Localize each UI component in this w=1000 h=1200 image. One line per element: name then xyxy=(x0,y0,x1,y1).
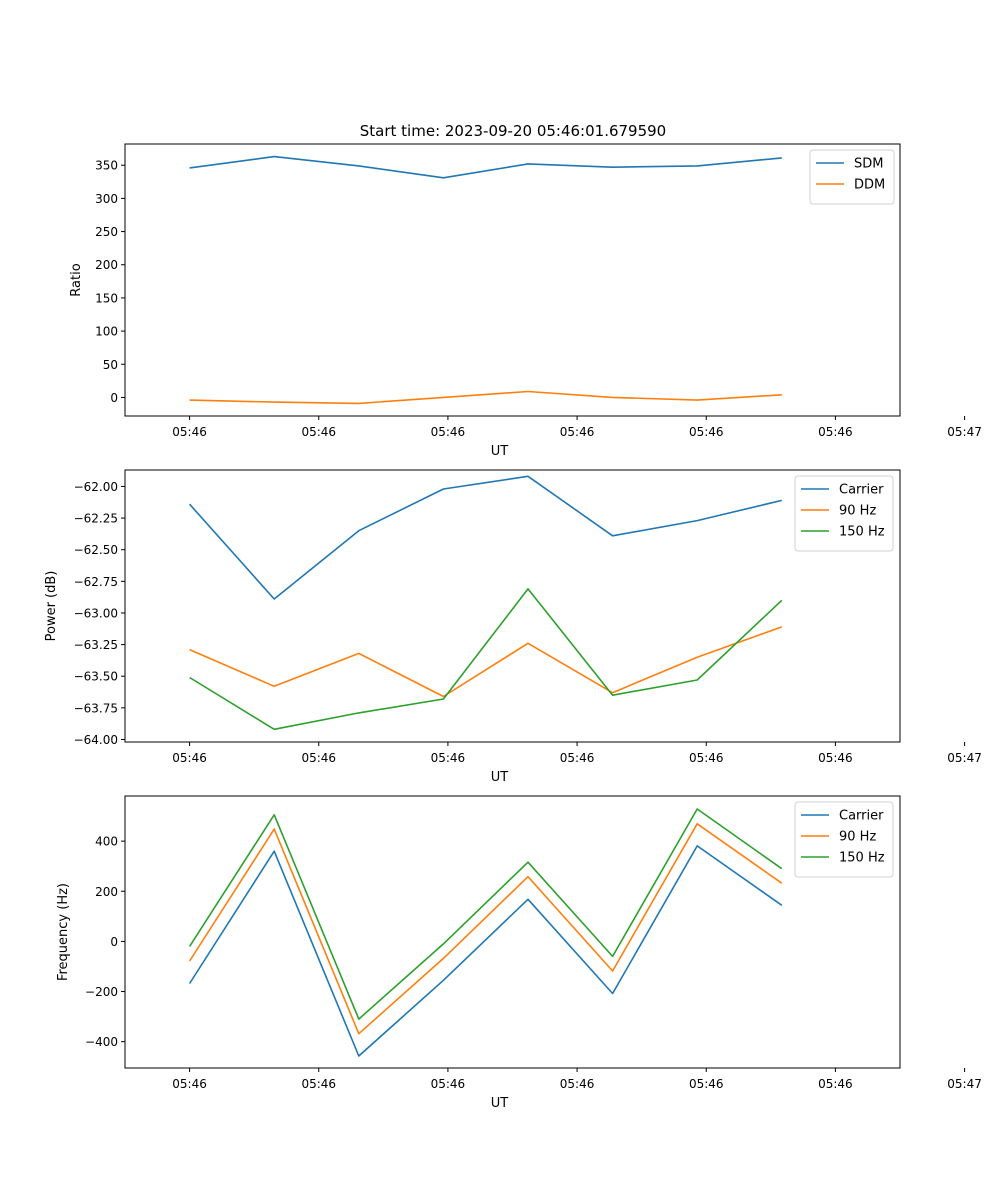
x-tick-label: 05:46 xyxy=(560,1077,595,1091)
x-tick-label: 05:46 xyxy=(431,1077,466,1091)
axes-frame xyxy=(124,143,901,417)
x-tick-label: 05:46 xyxy=(172,1077,207,1091)
x-tick-label: 05:46 xyxy=(818,425,853,439)
series-line-carrier xyxy=(188,845,783,1057)
y-tick-label: −63.50 xyxy=(74,670,118,684)
legend-label-sdm: SDM xyxy=(854,157,883,172)
x-tick-label: 05:46 xyxy=(689,751,724,765)
x-tick-label: 05:47 xyxy=(947,1077,982,1091)
series-line-150-hz xyxy=(188,808,783,1020)
axes-frame xyxy=(124,469,901,743)
series-line-sdm xyxy=(189,155,782,179)
x-tick-label: 05:46 xyxy=(560,751,595,765)
x-tick-label: 05:46 xyxy=(560,425,595,439)
y-tick-label: −200 xyxy=(85,985,118,999)
x-axis-label: UT xyxy=(491,444,509,459)
series-line-carrier xyxy=(189,475,782,600)
y-tick-label: −62.75 xyxy=(74,575,118,589)
y-tick-label: 0 xyxy=(110,935,118,949)
y-tick-label: −64.00 xyxy=(74,733,118,747)
y-tick-label: 50 xyxy=(103,358,118,372)
y-axis-label: Power (dB) xyxy=(44,571,59,642)
x-tick-label: 05:46 xyxy=(818,751,853,765)
y-tick-label: −400 xyxy=(85,1035,118,1049)
chart-panel-2: 05:46 05:46 05:46 05:46 05:46 05:46 05:47 −62.0… xyxy=(44,469,982,785)
y-tick-label: 350 xyxy=(95,159,118,173)
x-tick-label: 05:46 xyxy=(431,425,466,439)
y-tick-label: 250 xyxy=(95,225,118,239)
y-tick-label: −62.50 xyxy=(74,543,118,557)
x-tick-label: 05:46 xyxy=(818,1077,853,1091)
series-line-90-hz xyxy=(189,626,783,698)
series-line-150-hz xyxy=(189,588,783,731)
legend-label-ddm: DDM xyxy=(854,178,885,193)
legend-label-90-hz: 90 Hz xyxy=(839,504,876,519)
axes-frame xyxy=(124,795,901,1069)
y-tick-label: 200 xyxy=(95,885,118,899)
x-axis-label: UT xyxy=(491,770,509,785)
y-tick-label: 0 xyxy=(110,391,118,405)
y-tick-label: 150 xyxy=(95,291,118,305)
chart-panel-3: 05:46 05:46 05:46 05:46 05:46 05:46 05:47 −400 −… xyxy=(56,795,982,1111)
series-line-90-hz xyxy=(188,822,783,1035)
y-tick-label: −63.25 xyxy=(74,638,118,652)
y-axis-label: Frequency (Hz) xyxy=(56,883,71,981)
y-tick-label: −63.75 xyxy=(74,701,118,715)
x-tick-label: 05:47 xyxy=(947,751,982,765)
figure-title: Start time: 2023-09-20 05:46:01.679590 xyxy=(360,122,666,140)
x-axis-label: UT xyxy=(491,1096,509,1111)
y-axis-label: Ratio xyxy=(69,263,84,296)
y-tick-label: −63.00 xyxy=(74,606,118,620)
x-tick-label: 05:46 xyxy=(301,425,336,439)
x-tick-label: 05:46 xyxy=(172,425,207,439)
x-tick-label: 05:46 xyxy=(431,751,466,765)
x-tick-label: 05:46 xyxy=(689,1077,724,1091)
legend-label-carrier: Carrier xyxy=(839,809,884,824)
y-tick-label: 400 xyxy=(95,835,118,849)
x-tick-label: 05:46 xyxy=(301,751,336,765)
legend-label-carrier: Carrier xyxy=(839,483,884,498)
y-tick-label: −62.25 xyxy=(74,512,118,526)
y-tick-label: 300 xyxy=(95,192,118,206)
legend-box xyxy=(794,475,894,552)
y-tick-label: 200 xyxy=(95,258,118,272)
legend-label-150-hz: 150 Hz xyxy=(839,851,885,866)
legend-label-150-hz: 150 Hz xyxy=(839,525,885,540)
legend-label-90-hz: 90 Hz xyxy=(839,830,876,845)
x-tick-label: 05:46 xyxy=(689,425,724,439)
chart-panel-1: 05:46 05:46 05:46 05:46 05:46 05:46 05:47 0 50 10… xyxy=(69,143,982,459)
y-tick-label: 100 xyxy=(95,325,118,339)
x-tick-label: 05:47 xyxy=(947,425,982,439)
x-tick-label: 05:46 xyxy=(172,751,207,765)
series-line-ddm xyxy=(189,390,782,405)
y-tick-label: −62.00 xyxy=(74,480,118,494)
x-tick-label: 05:46 xyxy=(301,1077,336,1091)
legend-box xyxy=(794,801,894,878)
